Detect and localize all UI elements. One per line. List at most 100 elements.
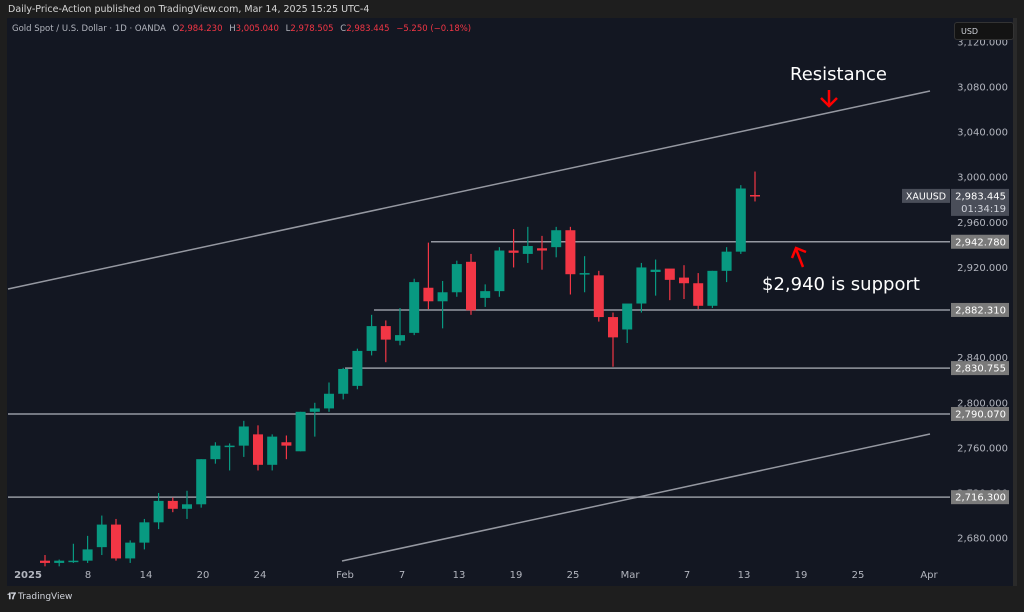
candle[interactable] (466, 253, 476, 315)
resistance-annotation[interactable]: Resistance (790, 64, 887, 85)
candle[interactable] (324, 382, 334, 412)
trendline[interactable] (7, 90, 931, 290)
close-value: 2,983.445 (346, 24, 390, 34)
candle[interactable] (693, 273, 704, 310)
time-tick: Feb (336, 570, 354, 581)
time-tick: Mar (621, 570, 641, 581)
svg-text:XAUUSD: XAUUSD (906, 191, 946, 202)
price-tick: 2,960.000 (957, 218, 1008, 229)
candle[interactable] (338, 367, 349, 400)
candle[interactable] (54, 559, 65, 567)
time-tick: 2025 (14, 570, 42, 581)
candle[interactable] (622, 303, 633, 344)
symbol-title: Gold Spot / U.S. Dollar · 1D · OANDA (12, 24, 166, 34)
price-tick: 2,680.000 (957, 534, 1008, 545)
candle[interactable] (139, 518, 150, 550)
footer: 𝟏𝟕 TradingView (7, 592, 72, 602)
candle[interactable] (40, 555, 50, 567)
candle[interactable] (593, 270, 604, 322)
candle[interactable] (423, 242, 434, 310)
level-price-label: 2,716.300 (951, 490, 1009, 505)
candle[interactable] (679, 265, 689, 300)
candle[interactable] (522, 226, 533, 263)
chart-frame[interactable] (7, 18, 1017, 586)
svg-text:2,983.445: 2,983.445 (955, 191, 1006, 202)
candle[interactable] (125, 540, 136, 563)
candle[interactable] (309, 402, 320, 437)
candle[interactable] (721, 247, 732, 283)
candle[interactable] (253, 425, 263, 471)
candle[interactable] (451, 260, 462, 297)
candle[interactable] (579, 256, 590, 293)
price-tick: 3,120.000 (957, 37, 1008, 48)
candle[interactable] (650, 259, 661, 296)
svg-text:01:34:19: 01:34:19 (961, 204, 1006, 215)
time-tick: 19 (510, 570, 523, 581)
candle[interactable] (735, 185, 746, 254)
high-label: H (229, 24, 236, 34)
candle[interactable] (395, 308, 405, 346)
candle[interactable] (551, 226, 562, 258)
trendline[interactable] (341, 433, 931, 562)
candle[interactable] (153, 493, 164, 530)
candle[interactable] (238, 420, 249, 457)
low-label: L (285, 24, 291, 34)
level-price-label: 2,942.780 (951, 234, 1009, 249)
time-tick: 7 (399, 570, 405, 581)
currency-button[interactable]: USD (954, 22, 1014, 40)
time-tick: 25 (567, 570, 580, 581)
candle[interactable] (508, 229, 519, 268)
symbol-legend: Gold Spot / U.S. Dollar · 1D · OANDA O 2,… (12, 24, 471, 34)
brand-label: TradingView (18, 592, 73, 602)
price-tick: 2,760.000 (957, 443, 1008, 454)
candle[interactable] (295, 411, 306, 452)
candle[interactable] (409, 278, 420, 336)
candle[interactable] (352, 348, 363, 390)
candle[interactable] (537, 235, 547, 270)
candle[interactable] (664, 268, 675, 301)
candle[interactable] (82, 535, 93, 563)
candle[interactable] (111, 518, 121, 561)
candle[interactable] (636, 262, 647, 313)
price-tick: 3,000.000 (957, 173, 1008, 184)
candle[interactable] (196, 459, 207, 508)
support-annotation[interactable]: $2,940 is support (762, 274, 920, 295)
price-tick: 2,840.000 (957, 353, 1008, 364)
candle[interactable] (182, 490, 192, 519)
candle[interactable] (480, 284, 491, 307)
candle[interactable] (68, 543, 79, 563)
time-tick: 7 (684, 570, 690, 581)
candle[interactable] (267, 434, 278, 471)
candle[interactable] (281, 435, 292, 460)
arrow-up-icon (790, 246, 807, 268)
candle[interactable] (494, 247, 505, 297)
candle[interactable] (96, 515, 107, 556)
open-label: O (172, 24, 180, 34)
time-tick: 24 (254, 570, 267, 581)
candle[interactable] (380, 320, 391, 363)
time-tick: 14 (140, 570, 153, 581)
price-tick: 2,920.000 (957, 263, 1008, 274)
change-value: −5.250 (−0.18%) (396, 24, 472, 34)
close-label: C (340, 24, 347, 34)
candle[interactable] (167, 497, 178, 513)
candle[interactable] (707, 270, 718, 309)
candle[interactable] (608, 312, 618, 367)
svg-text:2,790.070: 2,790.070 (955, 409, 1006, 420)
level-price-label: 2,790.070 (951, 406, 1009, 421)
candle[interactable] (750, 171, 760, 202)
arrow-down-icon (820, 90, 838, 108)
time-tick: 8 (85, 570, 91, 581)
candle[interactable] (366, 314, 377, 356)
time-tick: 20 (197, 570, 210, 581)
candle[interactable] (437, 280, 448, 329)
price-tick: 2,800.000 (957, 398, 1008, 409)
price-tick: 3,040.000 (957, 128, 1008, 139)
published-line: Daily-Price-Action published on TradingV… (8, 4, 370, 15)
candle[interactable] (565, 226, 576, 295)
time-tick: 13 (453, 570, 466, 581)
candle[interactable] (224, 443, 235, 471)
candle[interactable] (210, 442, 221, 464)
svg-text:2,716.300: 2,716.300 (955, 493, 1006, 504)
